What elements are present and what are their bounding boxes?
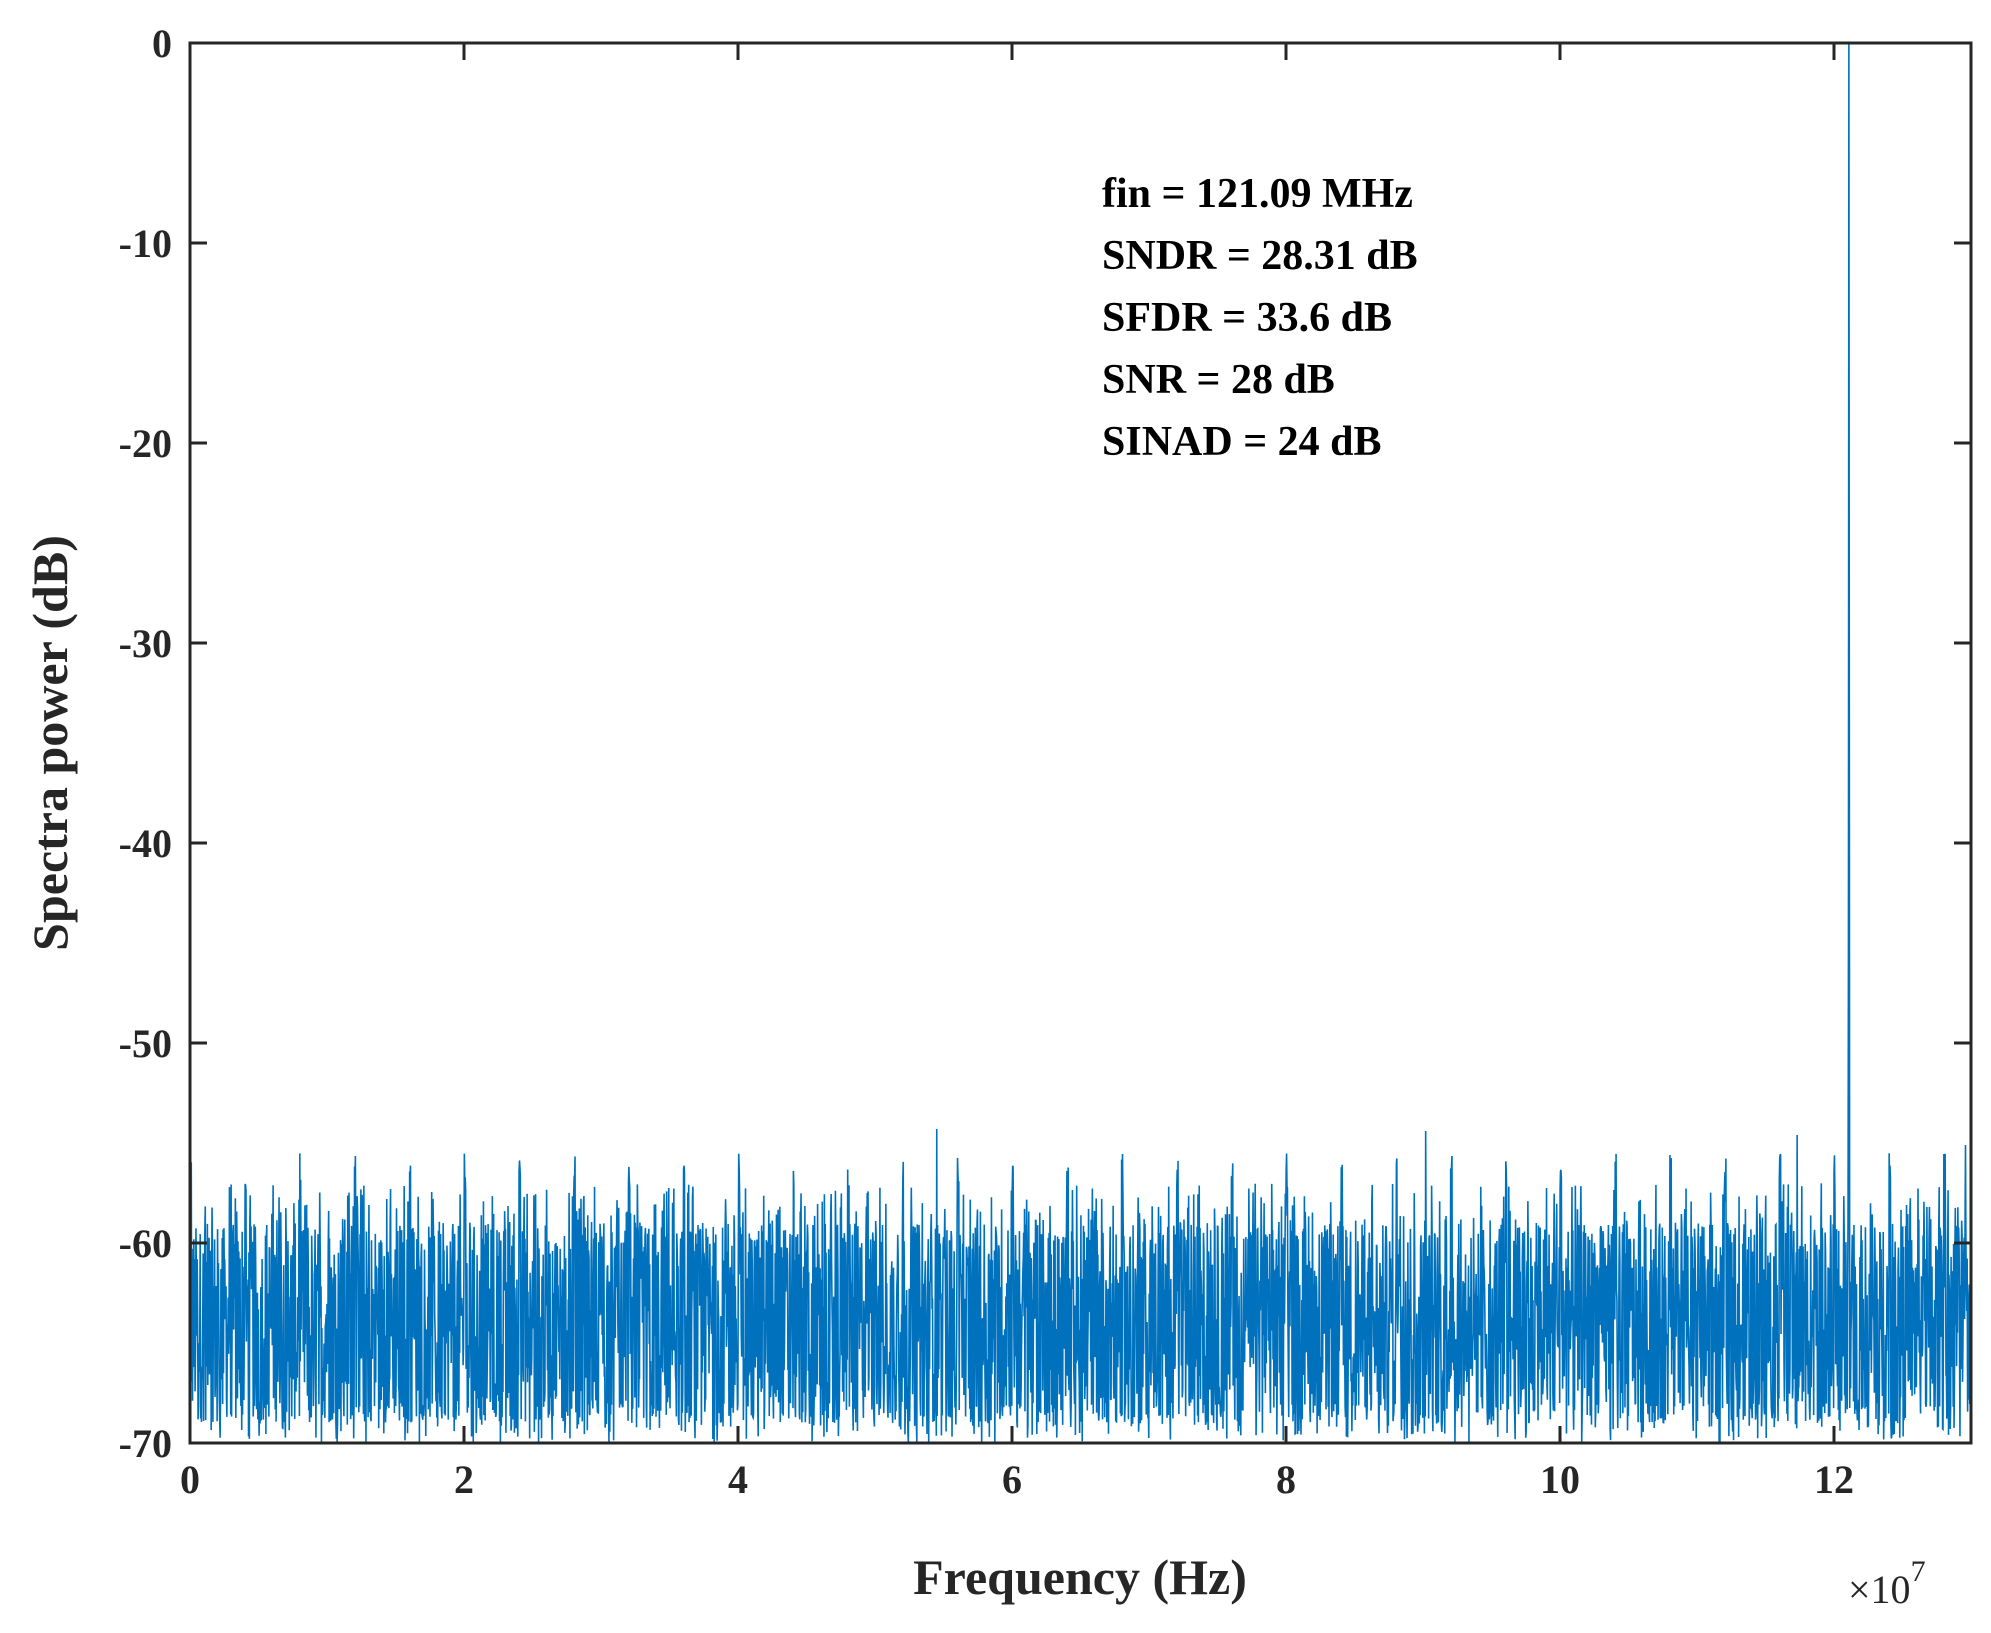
y-tick-label: -10: [119, 221, 172, 266]
y-tick-label: -30: [119, 621, 172, 666]
metrics-annotation: fin = 121.09 MHz SNDR = 28.31 dB SFDR = …: [1102, 171, 1418, 465]
y-tick-label: -60: [119, 1221, 172, 1266]
x-tick-label: 8: [1276, 1457, 1296, 1502]
x-axis-title: Frequency (Hz): [913, 1549, 1247, 1605]
tick-layer: 0 2 4 6 8 10 12 0 -10 -20 -30 -40 -50 -60 -70: [119, 21, 1971, 1502]
annotation-sfdr: SFDR = 33.6 dB: [1102, 295, 1392, 341]
x-tick-label: 12: [1814, 1457, 1854, 1502]
x-tick-label: 10: [1540, 1457, 1580, 1502]
y-tick-label: -40: [119, 821, 172, 866]
x-exponent-base: ×10: [1848, 1567, 1911, 1612]
annotation-snr: SNR = 28 dB: [1102, 357, 1335, 403]
axes-box: [188, 41, 1973, 1445]
annotation-sndr: SNDR = 28.31 dB: [1102, 233, 1418, 279]
y-tick-label: -20: [119, 421, 172, 466]
y-tick-label: -70: [119, 1421, 172, 1466]
x-tick-label: 2: [454, 1457, 474, 1502]
y-axis-title: Spectra power (dB): [22, 535, 78, 951]
x-exponent-power: 7: [1911, 1555, 1926, 1588]
plot-area: [190, 43, 1971, 1443]
series-layer: [190, 43, 1971, 1443]
x-tick-label: 4: [728, 1457, 748, 1502]
x-tick-label: 6: [1002, 1457, 1022, 1502]
x-exponent-label: ×107: [1848, 1555, 1926, 1612]
x-tick-label: 0: [180, 1457, 200, 1502]
annotation-fin: fin = 121.09 MHz: [1102, 171, 1413, 217]
annotation-sinad: SINAD = 24 dB: [1102, 419, 1382, 465]
spectrum-line: [190, 43, 1971, 1443]
y-tick-label: -50: [119, 1021, 172, 1066]
y-tick-label: 0: [152, 21, 172, 66]
